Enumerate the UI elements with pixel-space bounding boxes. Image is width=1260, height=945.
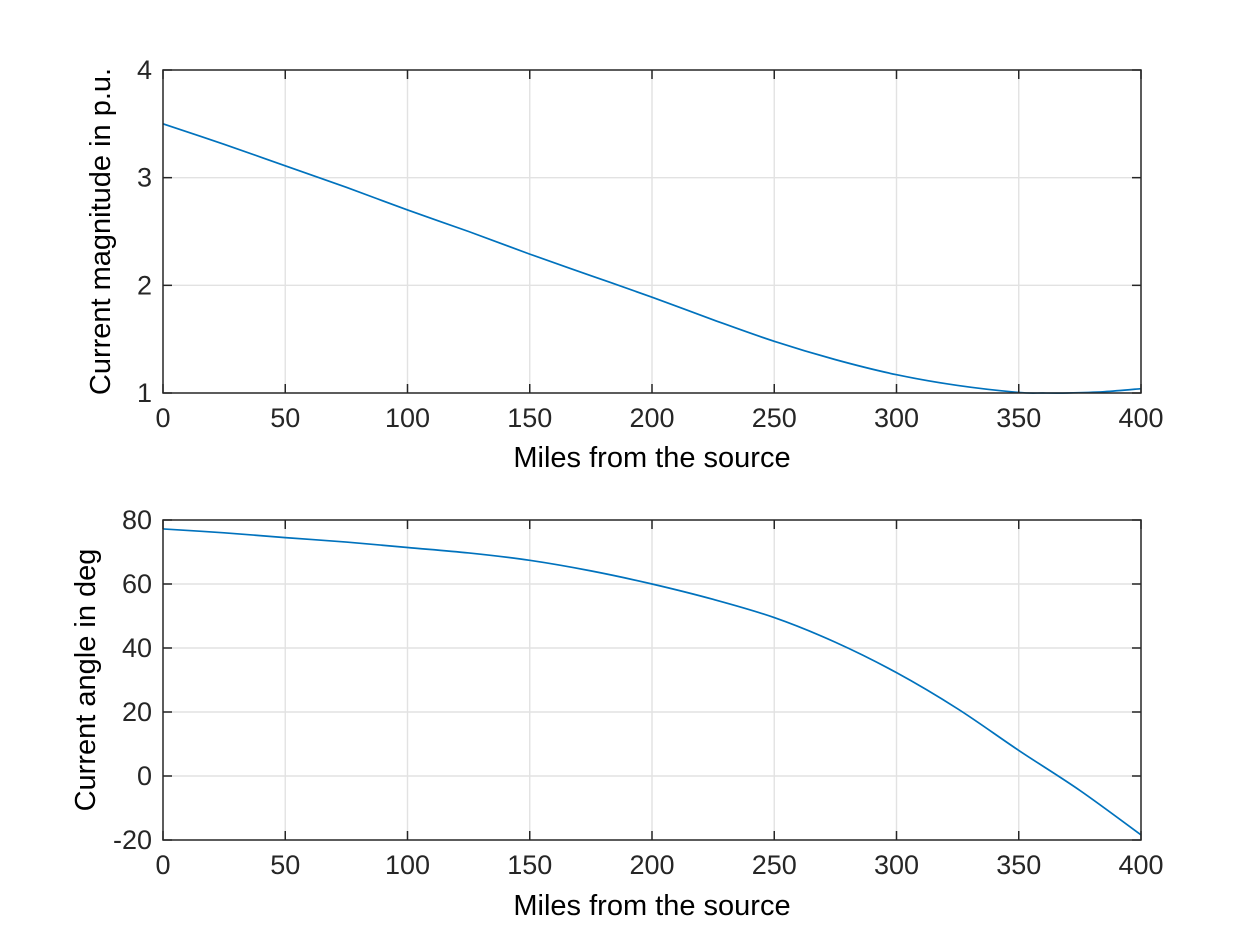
y-tick-label: 4 (137, 55, 152, 85)
y-tick-label: 1 (137, 378, 152, 408)
x-tick-label: 200 (629, 403, 674, 433)
x-tick-label: 250 (752, 850, 797, 880)
y-tick-label: 3 (137, 163, 152, 193)
y-axis-label: Current magnitude in p.u. (85, 68, 117, 395)
x-tick-label: 350 (996, 850, 1041, 880)
x-tick-label: 150 (507, 850, 552, 880)
x-tick-label: 300 (874, 850, 919, 880)
x-tick-label: 50 (270, 403, 300, 433)
x-tick-label: 100 (385, 850, 430, 880)
x-tick-label: 400 (1118, 403, 1163, 433)
x-tick-label: 200 (629, 850, 674, 880)
x-axis-label: Miles from the source (513, 890, 790, 922)
x-tick-label: 0 (155, 850, 170, 880)
y-tick-label: 2 (137, 270, 152, 300)
x-tick-label: 0 (155, 403, 170, 433)
y-tick-label: -20 (113, 825, 152, 855)
y-axis-label: Current angle in deg (70, 549, 102, 812)
y-tick-label: 60 (122, 569, 152, 599)
x-tick-label: 350 (996, 403, 1041, 433)
y-tick-label: 0 (137, 761, 152, 791)
x-tick-label: 300 (874, 403, 919, 433)
x-axis-label: Miles from the source (513, 442, 790, 474)
y-tick-label: 40 (122, 633, 152, 663)
y-tick-label: 80 (122, 505, 152, 535)
subplot-1: 0 50 100 150 200 250 300 350 400 1 2 3 4 Miles from t… (85, 55, 1164, 474)
series-line-current-angle (163, 528, 1141, 836)
x-tick-label: 50 (270, 850, 300, 880)
x-tick-label: 150 (507, 403, 552, 433)
x-tick-label: 400 (1118, 850, 1163, 880)
x-tick-label: 250 (752, 403, 797, 433)
y-tick-label: 20 (122, 697, 152, 727)
subplot-2: 0 50 100 150 200 250 300 350 400-20020406080Mile… (70, 505, 1164, 922)
x-tick-label: 100 (385, 403, 430, 433)
